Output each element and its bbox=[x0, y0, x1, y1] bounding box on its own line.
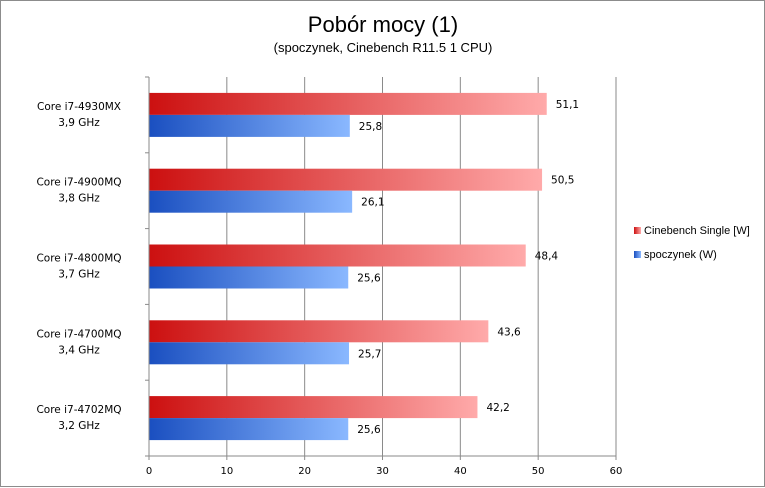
legend-label: spoczynek (W) bbox=[644, 249, 717, 261]
data-label: 25,6 bbox=[357, 273, 381, 285]
data-label: 26,1 bbox=[361, 197, 384, 209]
bar-idle bbox=[149, 190, 353, 213]
x-tick-label: 60 bbox=[610, 466, 623, 477]
bar-cinebench bbox=[149, 396, 478, 419]
category-label: 3,4 GHz bbox=[58, 344, 100, 356]
data-label: 25,7 bbox=[358, 348, 381, 360]
data-label: 48,4 bbox=[535, 251, 559, 263]
data-label: 43,6 bbox=[497, 326, 521, 338]
category-label: 3,2 GHz bbox=[58, 420, 100, 432]
legend-swatch bbox=[634, 251, 641, 258]
legend-swatch bbox=[634, 227, 641, 234]
bar-cinebench bbox=[149, 168, 543, 191]
bar-cinebench bbox=[149, 244, 526, 267]
bars: 51,1 25,8 50,5 26,1 48,4 25,6 43,6 25,7 42,2 25,6 bbox=[149, 92, 579, 441]
legend: Cinebench Single [W] spoczynek (W) bbox=[634, 225, 750, 261]
x-tick-label: 30 bbox=[376, 466, 389, 477]
category-label: Core i7-4800MQ bbox=[36, 253, 121, 265]
data-label: 25,8 bbox=[359, 121, 382, 133]
x-tick-label: 50 bbox=[532, 466, 545, 477]
category-label: 3,7 GHz bbox=[58, 269, 100, 281]
x-tick-label: 20 bbox=[298, 466, 311, 477]
chart-title: Pobór mocy (1) bbox=[308, 12, 458, 37]
category-label: Core i7-4930MX bbox=[37, 101, 121, 113]
data-label: 51,1 bbox=[556, 99, 579, 111]
data-label: 42,2 bbox=[486, 402, 509, 414]
category-label: Core i7-4900MQ bbox=[36, 177, 121, 189]
category-label: 3,9 GHz bbox=[58, 117, 100, 129]
bar-idle bbox=[149, 266, 349, 289]
category-label: Core i7-4702MQ bbox=[36, 404, 121, 416]
bar-idle bbox=[149, 114, 350, 137]
x-tick-label: 40 bbox=[454, 466, 467, 477]
axes: 0 10 20 30 40 50 60 Core i7-4930MX 3,9 GHz Core i… bbox=[36, 76, 623, 477]
bar-cinebench bbox=[149, 92, 547, 115]
bar-cinebench bbox=[149, 320, 489, 343]
category-label: 3,8 GHz bbox=[58, 193, 100, 205]
bar-idle bbox=[149, 418, 349, 441]
data-label: 25,6 bbox=[357, 424, 381, 436]
x-tick-label: 10 bbox=[220, 466, 233, 477]
data-label: 50,5 bbox=[551, 175, 574, 187]
x-tick-label: 0 bbox=[146, 466, 152, 477]
category-label: Core i7-4700MQ bbox=[36, 328, 121, 340]
legend-label: Cinebench Single [W] bbox=[644, 225, 750, 237]
chart-subtitle: (spoczynek, Cinebench R11.5 1 CPU) bbox=[274, 40, 493, 55]
bar-idle bbox=[149, 342, 350, 365]
